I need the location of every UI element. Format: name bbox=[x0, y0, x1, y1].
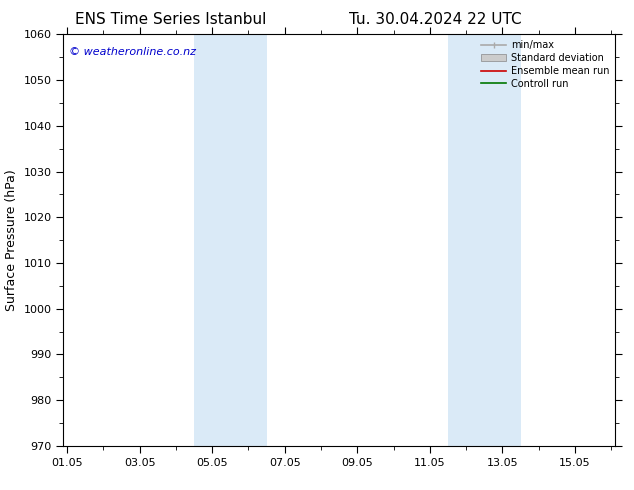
Bar bbox=[194, 34, 267, 446]
Legend: min/max, Standard deviation, Ensemble mean run, Controll run: min/max, Standard deviation, Ensemble me… bbox=[477, 36, 613, 93]
Y-axis label: Surface Pressure (hPa): Surface Pressure (hPa) bbox=[5, 169, 18, 311]
Text: © weatheronline.co.nz: © weatheronline.co.nz bbox=[69, 47, 196, 57]
Bar bbox=[448, 34, 521, 446]
Text: Tu. 30.04.2024 22 UTC: Tu. 30.04.2024 22 UTC bbox=[349, 12, 521, 27]
Text: ENS Time Series Istanbul: ENS Time Series Istanbul bbox=[75, 12, 266, 27]
